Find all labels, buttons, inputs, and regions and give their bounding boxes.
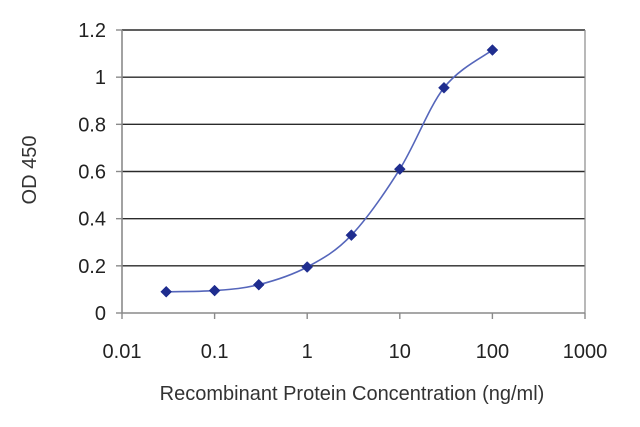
x-axis-label: Recombinant Protein Concentration (ng/ml… [160,383,545,405]
data-point-marker [208,284,221,297]
x-tick-label: 0.1 [201,341,229,363]
y-tick-label: 0 [95,303,106,325]
y-tick-label: 1.2 [78,20,106,42]
y-axis-label: OD 450 [19,136,41,205]
y-tick-label: 0.4 [78,209,106,231]
y-tick-label: 0.8 [78,114,106,136]
x-tick-label: 1000 [563,341,608,363]
y-tick-label: 0.6 [78,162,106,184]
data-point-marker [393,163,406,175]
data-point-marker [252,278,265,291]
series-fit-line [166,49,493,293]
y-tick-label: 0.2 [78,256,106,278]
y-tick-label: 1 [95,67,106,89]
data-point-marker [486,44,499,56]
data-point-marker [438,81,450,94]
axis-layer [116,29,586,319]
grid-layer [122,29,585,267]
x-tick-label: 1 [302,341,313,363]
data-point-marker [345,229,358,242]
x-tick-labels: 0.01 0.1 1 10 100 1000 [103,341,608,363]
series-layer [160,44,499,298]
y-tick-labels: 0 0.2 0.4 0.6 0.8 1 1.2 [78,20,106,325]
x-tick-label: 0.01 [103,341,142,363]
x-tick-label: 10 [389,341,411,363]
x-tick-label: 100 [476,341,509,363]
data-point-marker [301,261,314,273]
data-point-marker [160,285,173,298]
